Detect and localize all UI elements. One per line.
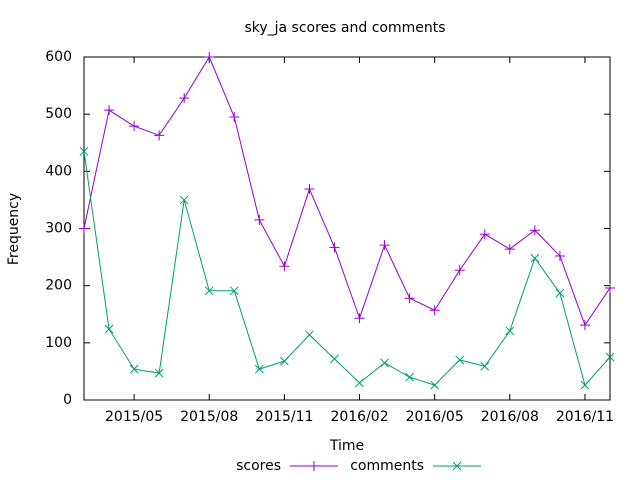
series-line — [83, 55, 611, 327]
chart-title: sky_ja scores and comments — [244, 20, 445, 36]
series-line — [83, 151, 611, 387]
point-marker — [355, 378, 364, 388]
point-marker — [309, 461, 319, 471]
point-marker — [479, 229, 490, 240]
point-marker — [404, 293, 415, 304]
point-marker — [154, 130, 165, 141]
y-tick-label: 100 — [45, 335, 72, 351]
point-marker — [530, 253, 540, 263]
point-marker — [579, 320, 590, 331]
x-axis-label: Time — [329, 438, 364, 454]
y-tick-label: 600 — [45, 49, 72, 65]
point-marker — [380, 358, 389, 368]
point-marker — [79, 223, 89, 234]
y-tick-label: 300 — [45, 221, 72, 237]
point-marker — [452, 461, 462, 471]
x-tick-label: 2016/08 — [481, 409, 539, 425]
x-tick-label: 2015/11 — [255, 409, 313, 425]
point-marker — [279, 261, 290, 272]
legend-label: comments — [350, 458, 424, 474]
point-marker — [204, 52, 215, 62]
point-marker — [229, 286, 239, 296]
y-tick-label: 200 — [45, 278, 72, 294]
point-marker — [204, 286, 214, 296]
x-tick-label: 2016/05 — [406, 409, 464, 425]
y-tick-label: 0 — [63, 392, 72, 408]
y-axis-label: Frequency — [6, 193, 22, 265]
y-tick-label: 400 — [45, 163, 72, 179]
point-marker — [304, 184, 315, 195]
point-marker — [455, 355, 465, 365]
point-marker — [330, 354, 339, 364]
point-marker — [555, 288, 565, 298]
point-marker — [254, 214, 265, 225]
point-marker — [429, 305, 440, 316]
point-marker — [354, 313, 365, 324]
x-tick-label: 2016/02 — [330, 409, 388, 425]
point-marker — [554, 250, 565, 261]
point-marker — [305, 330, 314, 340]
point-marker — [605, 282, 615, 293]
point-marker — [430, 380, 440, 390]
x-tick-label: 2015/05 — [105, 409, 163, 425]
point-marker — [405, 372, 414, 382]
point-marker — [179, 195, 189, 205]
point-marker — [129, 364, 139, 374]
legend-label: scores — [236, 458, 281, 474]
point-marker — [179, 93, 190, 104]
point-marker — [280, 356, 289, 366]
point-marker — [104, 105, 115, 116]
point-marker — [104, 324, 114, 334]
x-tick-label: 2015/08 — [180, 409, 238, 425]
point-marker — [605, 352, 615, 362]
point-marker — [480, 361, 490, 371]
point-marker — [329, 242, 340, 253]
point-marker — [154, 368, 164, 378]
point-marker — [79, 146, 89, 156]
point-marker — [129, 121, 140, 132]
point-marker — [529, 225, 540, 236]
point-marker — [229, 112, 240, 123]
x-tick-label: 2016/11 — [556, 409, 614, 425]
point-marker — [580, 380, 590, 390]
point-marker — [379, 240, 390, 251]
point-marker — [254, 364, 264, 374]
y-tick-label: 500 — [45, 106, 72, 122]
point-marker — [505, 326, 515, 336]
point-marker — [504, 244, 515, 255]
point-marker — [454, 265, 465, 276]
